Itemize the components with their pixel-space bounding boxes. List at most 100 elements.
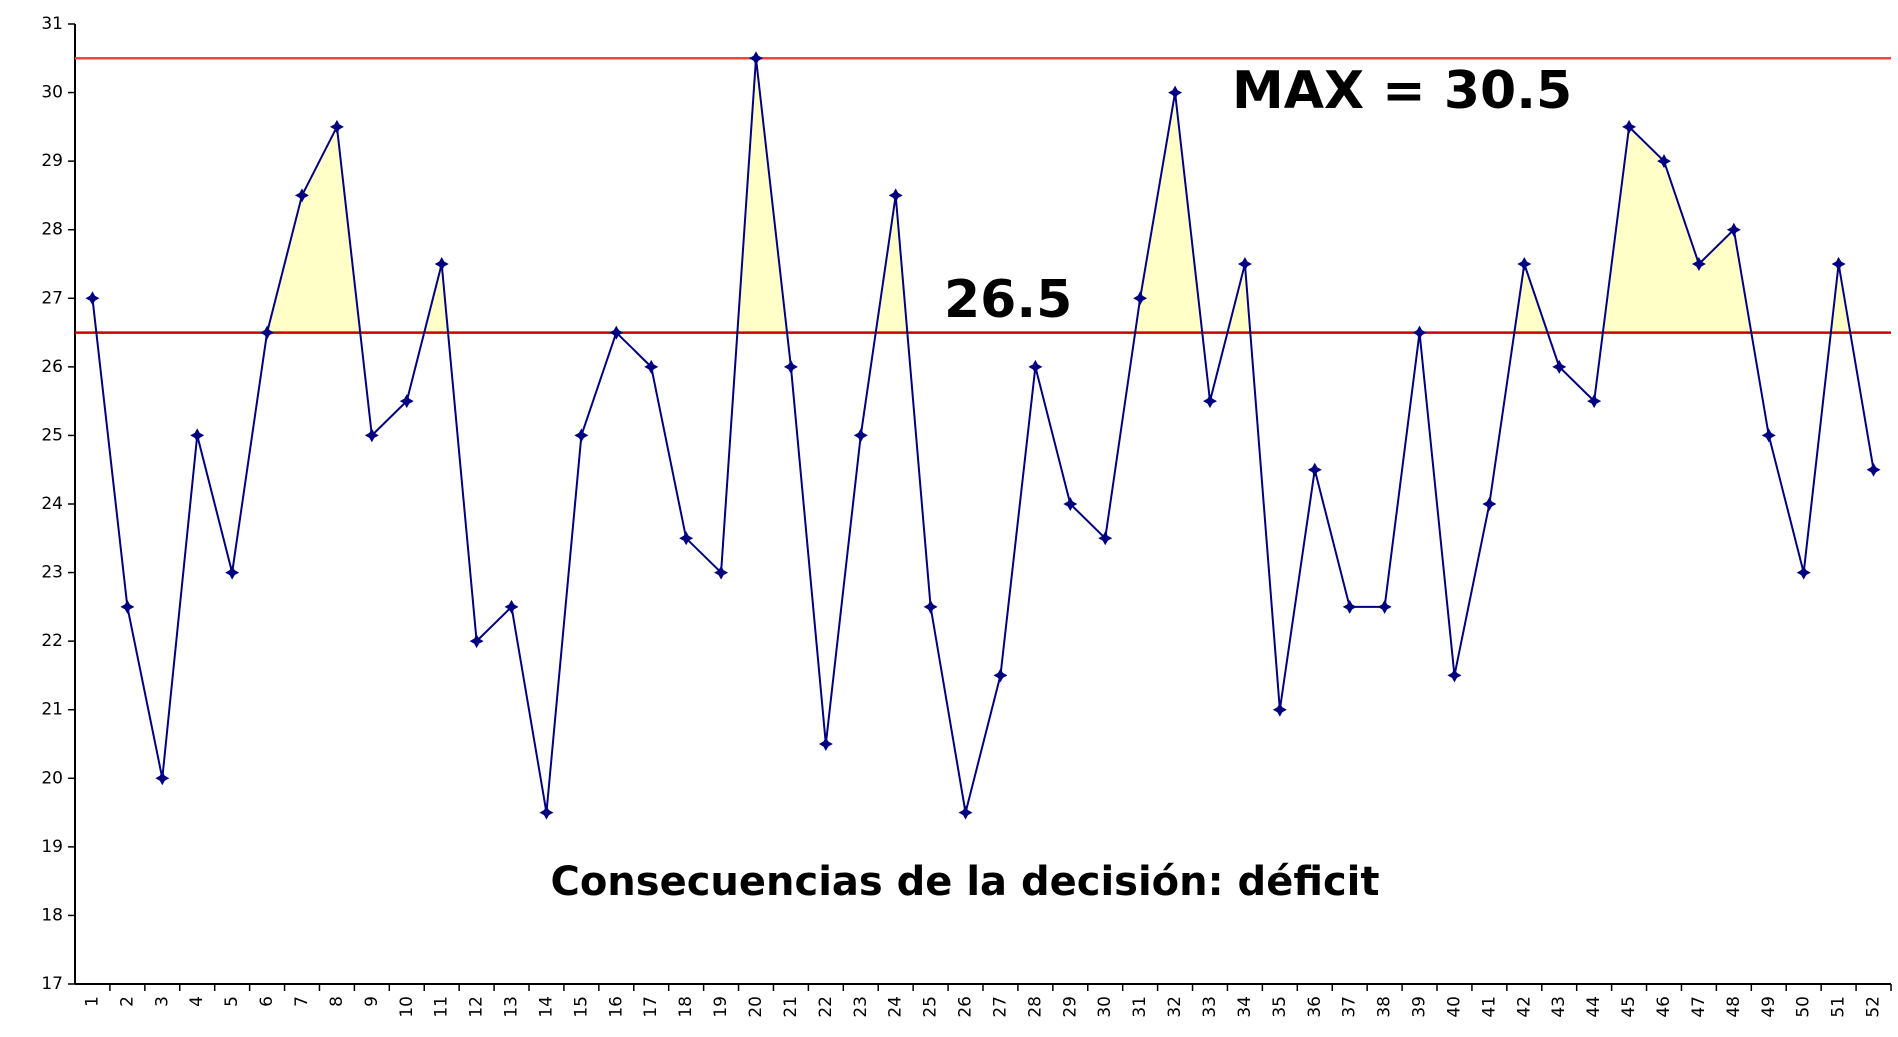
marker bbox=[434, 257, 449, 271]
x-tick-label: 43 bbox=[1549, 996, 1569, 1018]
x-tick-label: 28 bbox=[1025, 996, 1045, 1018]
x-tick-label: 40 bbox=[1444, 996, 1464, 1018]
x-tick-label: 19 bbox=[711, 996, 731, 1018]
x-tick-label: 5 bbox=[222, 996, 242, 1007]
marker bbox=[1307, 462, 1322, 477]
x-tick-label: 26 bbox=[956, 996, 976, 1018]
y-tick-label: 21 bbox=[41, 700, 63, 720]
marker bbox=[329, 119, 344, 134]
marker bbox=[783, 359, 798, 374]
x-tick-label: 47 bbox=[1689, 996, 1709, 1018]
marker bbox=[1098, 531, 1113, 546]
x-tick-label: 41 bbox=[1479, 996, 1499, 1018]
y-tick-label: 30 bbox=[41, 83, 63, 103]
x-tick-label: 17 bbox=[641, 996, 661, 1018]
marker bbox=[1552, 359, 1567, 374]
marker bbox=[469, 634, 484, 649]
marker bbox=[958, 805, 973, 820]
marker bbox=[853, 428, 868, 443]
marker bbox=[714, 565, 729, 580]
x-tick-label: 21 bbox=[781, 996, 801, 1018]
y-tick-label: 24 bbox=[41, 494, 63, 514]
marker bbox=[504, 599, 519, 614]
series-line bbox=[91, 58, 1875, 813]
marker bbox=[923, 599, 938, 614]
marker bbox=[679, 531, 694, 546]
x-tick-label: 35 bbox=[1270, 996, 1290, 1018]
marker bbox=[1203, 394, 1217, 409]
x-tick-label: 48 bbox=[1724, 996, 1744, 1018]
marker bbox=[155, 771, 170, 786]
marker bbox=[120, 599, 135, 614]
marker bbox=[190, 428, 205, 443]
x-tick-label: 14 bbox=[536, 996, 556, 1018]
x-tick-label: 36 bbox=[1305, 996, 1325, 1018]
y-tick-label: 22 bbox=[41, 631, 63, 651]
x-tick-label: 9 bbox=[362, 996, 382, 1007]
x-tick-label: 46 bbox=[1654, 996, 1674, 1018]
marker bbox=[295, 188, 309, 203]
x-tick-label: 4 bbox=[187, 996, 207, 1007]
annotation: 26.5 bbox=[944, 270, 1072, 330]
marker bbox=[1447, 668, 1462, 683]
x-tick-label: 8 bbox=[327, 996, 347, 1007]
x-tick-label: 33 bbox=[1200, 996, 1220, 1018]
x-tick-label: 49 bbox=[1759, 996, 1779, 1018]
x-tick-label: 22 bbox=[816, 996, 836, 1018]
x-tick-label: 10 bbox=[397, 996, 417, 1018]
marker bbox=[644, 359, 659, 374]
marker bbox=[1517, 257, 1532, 271]
x-tick-label: 50 bbox=[1794, 996, 1814, 1018]
marker bbox=[1377, 599, 1392, 614]
marker bbox=[993, 668, 1008, 683]
x-tick-label: 18 bbox=[676, 996, 696, 1018]
x-tick-label: 1 bbox=[82, 996, 102, 1007]
marker bbox=[1691, 257, 1706, 271]
marker bbox=[749, 51, 763, 66]
y-tick-label: 29 bbox=[41, 151, 63, 171]
y-tick-label: 17 bbox=[41, 974, 63, 994]
marker bbox=[399, 394, 414, 409]
x-tick-label: 23 bbox=[851, 996, 871, 1018]
y-tick-label: 31 bbox=[41, 14, 63, 34]
x-tick-label: 38 bbox=[1375, 996, 1395, 1018]
x-tick-label: 2 bbox=[117, 996, 137, 1007]
marker bbox=[1587, 394, 1602, 409]
marker bbox=[1168, 85, 1183, 100]
marker bbox=[1622, 119, 1637, 134]
x-tick-label: 12 bbox=[467, 996, 487, 1018]
marker bbox=[818, 737, 833, 751]
x-tick-label: 29 bbox=[1060, 996, 1080, 1018]
x-tick-label: 7 bbox=[292, 996, 312, 1007]
x-tick-label: 39 bbox=[1410, 996, 1430, 1018]
x-tick-label: 6 bbox=[257, 996, 277, 1007]
marker bbox=[364, 428, 379, 443]
marker bbox=[1761, 428, 1776, 443]
x-tick-label: 20 bbox=[746, 996, 766, 1018]
fill-area bbox=[92, 58, 1874, 333]
y-tick-label: 26 bbox=[41, 357, 63, 377]
marker bbox=[1726, 222, 1741, 237]
chart-title: Consecuencias de la decisión: déficit bbox=[550, 859, 1379, 905]
marker bbox=[1272, 702, 1287, 717]
x-tick-label: 52 bbox=[1864, 996, 1884, 1018]
x-tick-label: 30 bbox=[1095, 996, 1115, 1018]
x-tick-label: 34 bbox=[1235, 996, 1255, 1018]
marker bbox=[1133, 291, 1148, 306]
x-tick-label: 13 bbox=[502, 996, 522, 1018]
y-tick-label: 19 bbox=[41, 837, 63, 857]
y-tick-label: 18 bbox=[41, 905, 63, 925]
x-tick-label: 51 bbox=[1829, 996, 1849, 1018]
y-tick-label: 28 bbox=[41, 220, 63, 240]
x-tick-label: 16 bbox=[606, 996, 626, 1018]
marker bbox=[85, 291, 100, 306]
x-tick-label: 11 bbox=[432, 996, 452, 1018]
x-tick-label: 37 bbox=[1340, 996, 1360, 1018]
marker bbox=[1342, 599, 1357, 614]
x-tick-label: 27 bbox=[990, 996, 1010, 1018]
x-tick-label: 42 bbox=[1514, 996, 1534, 1018]
y-tick-label: 25 bbox=[41, 425, 63, 445]
x-tick-label: 44 bbox=[1584, 996, 1604, 1018]
